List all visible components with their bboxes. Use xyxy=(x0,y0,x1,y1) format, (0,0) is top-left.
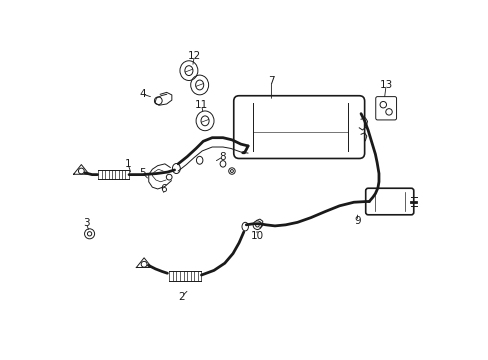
Text: 4: 4 xyxy=(139,89,145,99)
Text: 11: 11 xyxy=(194,100,208,110)
Text: 3: 3 xyxy=(82,218,89,228)
Text: 9: 9 xyxy=(353,216,360,226)
Text: 12: 12 xyxy=(187,51,201,61)
Text: 10: 10 xyxy=(250,231,263,240)
Text: 1: 1 xyxy=(124,159,131,169)
Text: 2: 2 xyxy=(178,292,184,302)
Text: 7: 7 xyxy=(267,76,274,86)
Text: 5: 5 xyxy=(139,168,145,178)
Text: 6: 6 xyxy=(160,184,167,194)
Text: 13: 13 xyxy=(379,80,392,90)
Text: 8: 8 xyxy=(219,152,226,162)
